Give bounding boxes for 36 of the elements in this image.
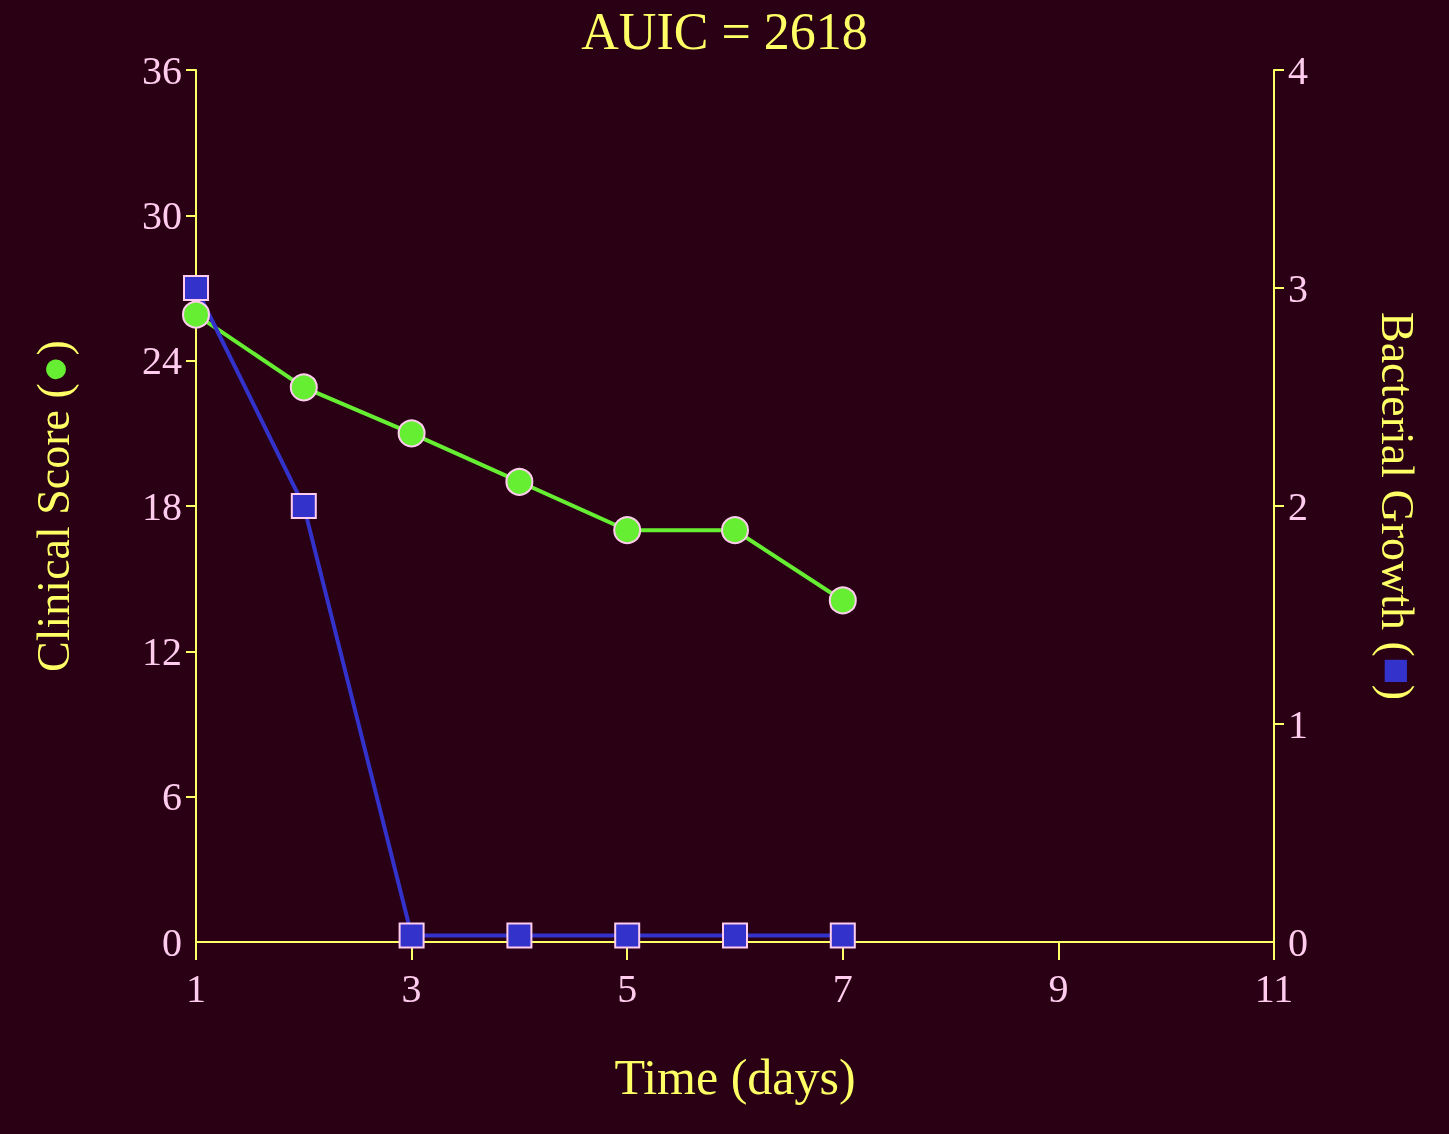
y2-tick-label: 1 xyxy=(1288,701,1308,747)
y-tick-label: 12 xyxy=(142,628,182,674)
x-tick-label: 7 xyxy=(832,965,853,1011)
point xyxy=(828,586,857,615)
point xyxy=(397,419,426,448)
point xyxy=(721,516,749,545)
point xyxy=(289,373,318,402)
y-tick-label: 30 xyxy=(142,192,182,238)
y-axis-title: Clinical Score (●) xyxy=(27,340,79,672)
point xyxy=(722,922,748,949)
point xyxy=(183,275,209,301)
y2-tick-label: 0 xyxy=(1288,919,1308,965)
y-tick-label: 24 xyxy=(142,338,182,384)
y2-tick-label: 4 xyxy=(1288,47,1308,93)
x-tick-label: 11 xyxy=(1254,965,1294,1011)
y-tick-label: 0 xyxy=(162,919,182,965)
x-axis-title: Time (days) xyxy=(614,1049,856,1105)
y-tick-label: 18 xyxy=(142,483,182,529)
point xyxy=(613,516,642,545)
point xyxy=(290,493,317,519)
y-tick-label: 36 xyxy=(142,47,182,93)
point xyxy=(505,467,534,496)
point xyxy=(506,922,533,949)
y-tick-label: 6 xyxy=(162,774,182,820)
point xyxy=(398,922,425,949)
x-tick-label: 5 xyxy=(617,965,638,1011)
y2-tick-label: 3 xyxy=(1288,265,1308,311)
point xyxy=(182,300,210,329)
x-tick-label: 1 xyxy=(186,965,206,1011)
x-tick-label: 3 xyxy=(401,965,422,1011)
y2-tick-label: 2 xyxy=(1288,483,1308,529)
point xyxy=(614,922,641,949)
x-tick-label: 9 xyxy=(1048,965,1069,1011)
chart-title: AUIC = 2618 xyxy=(581,2,868,60)
point xyxy=(829,922,856,949)
y2-axis-title: Bacterial Growth (■) xyxy=(1371,312,1423,700)
